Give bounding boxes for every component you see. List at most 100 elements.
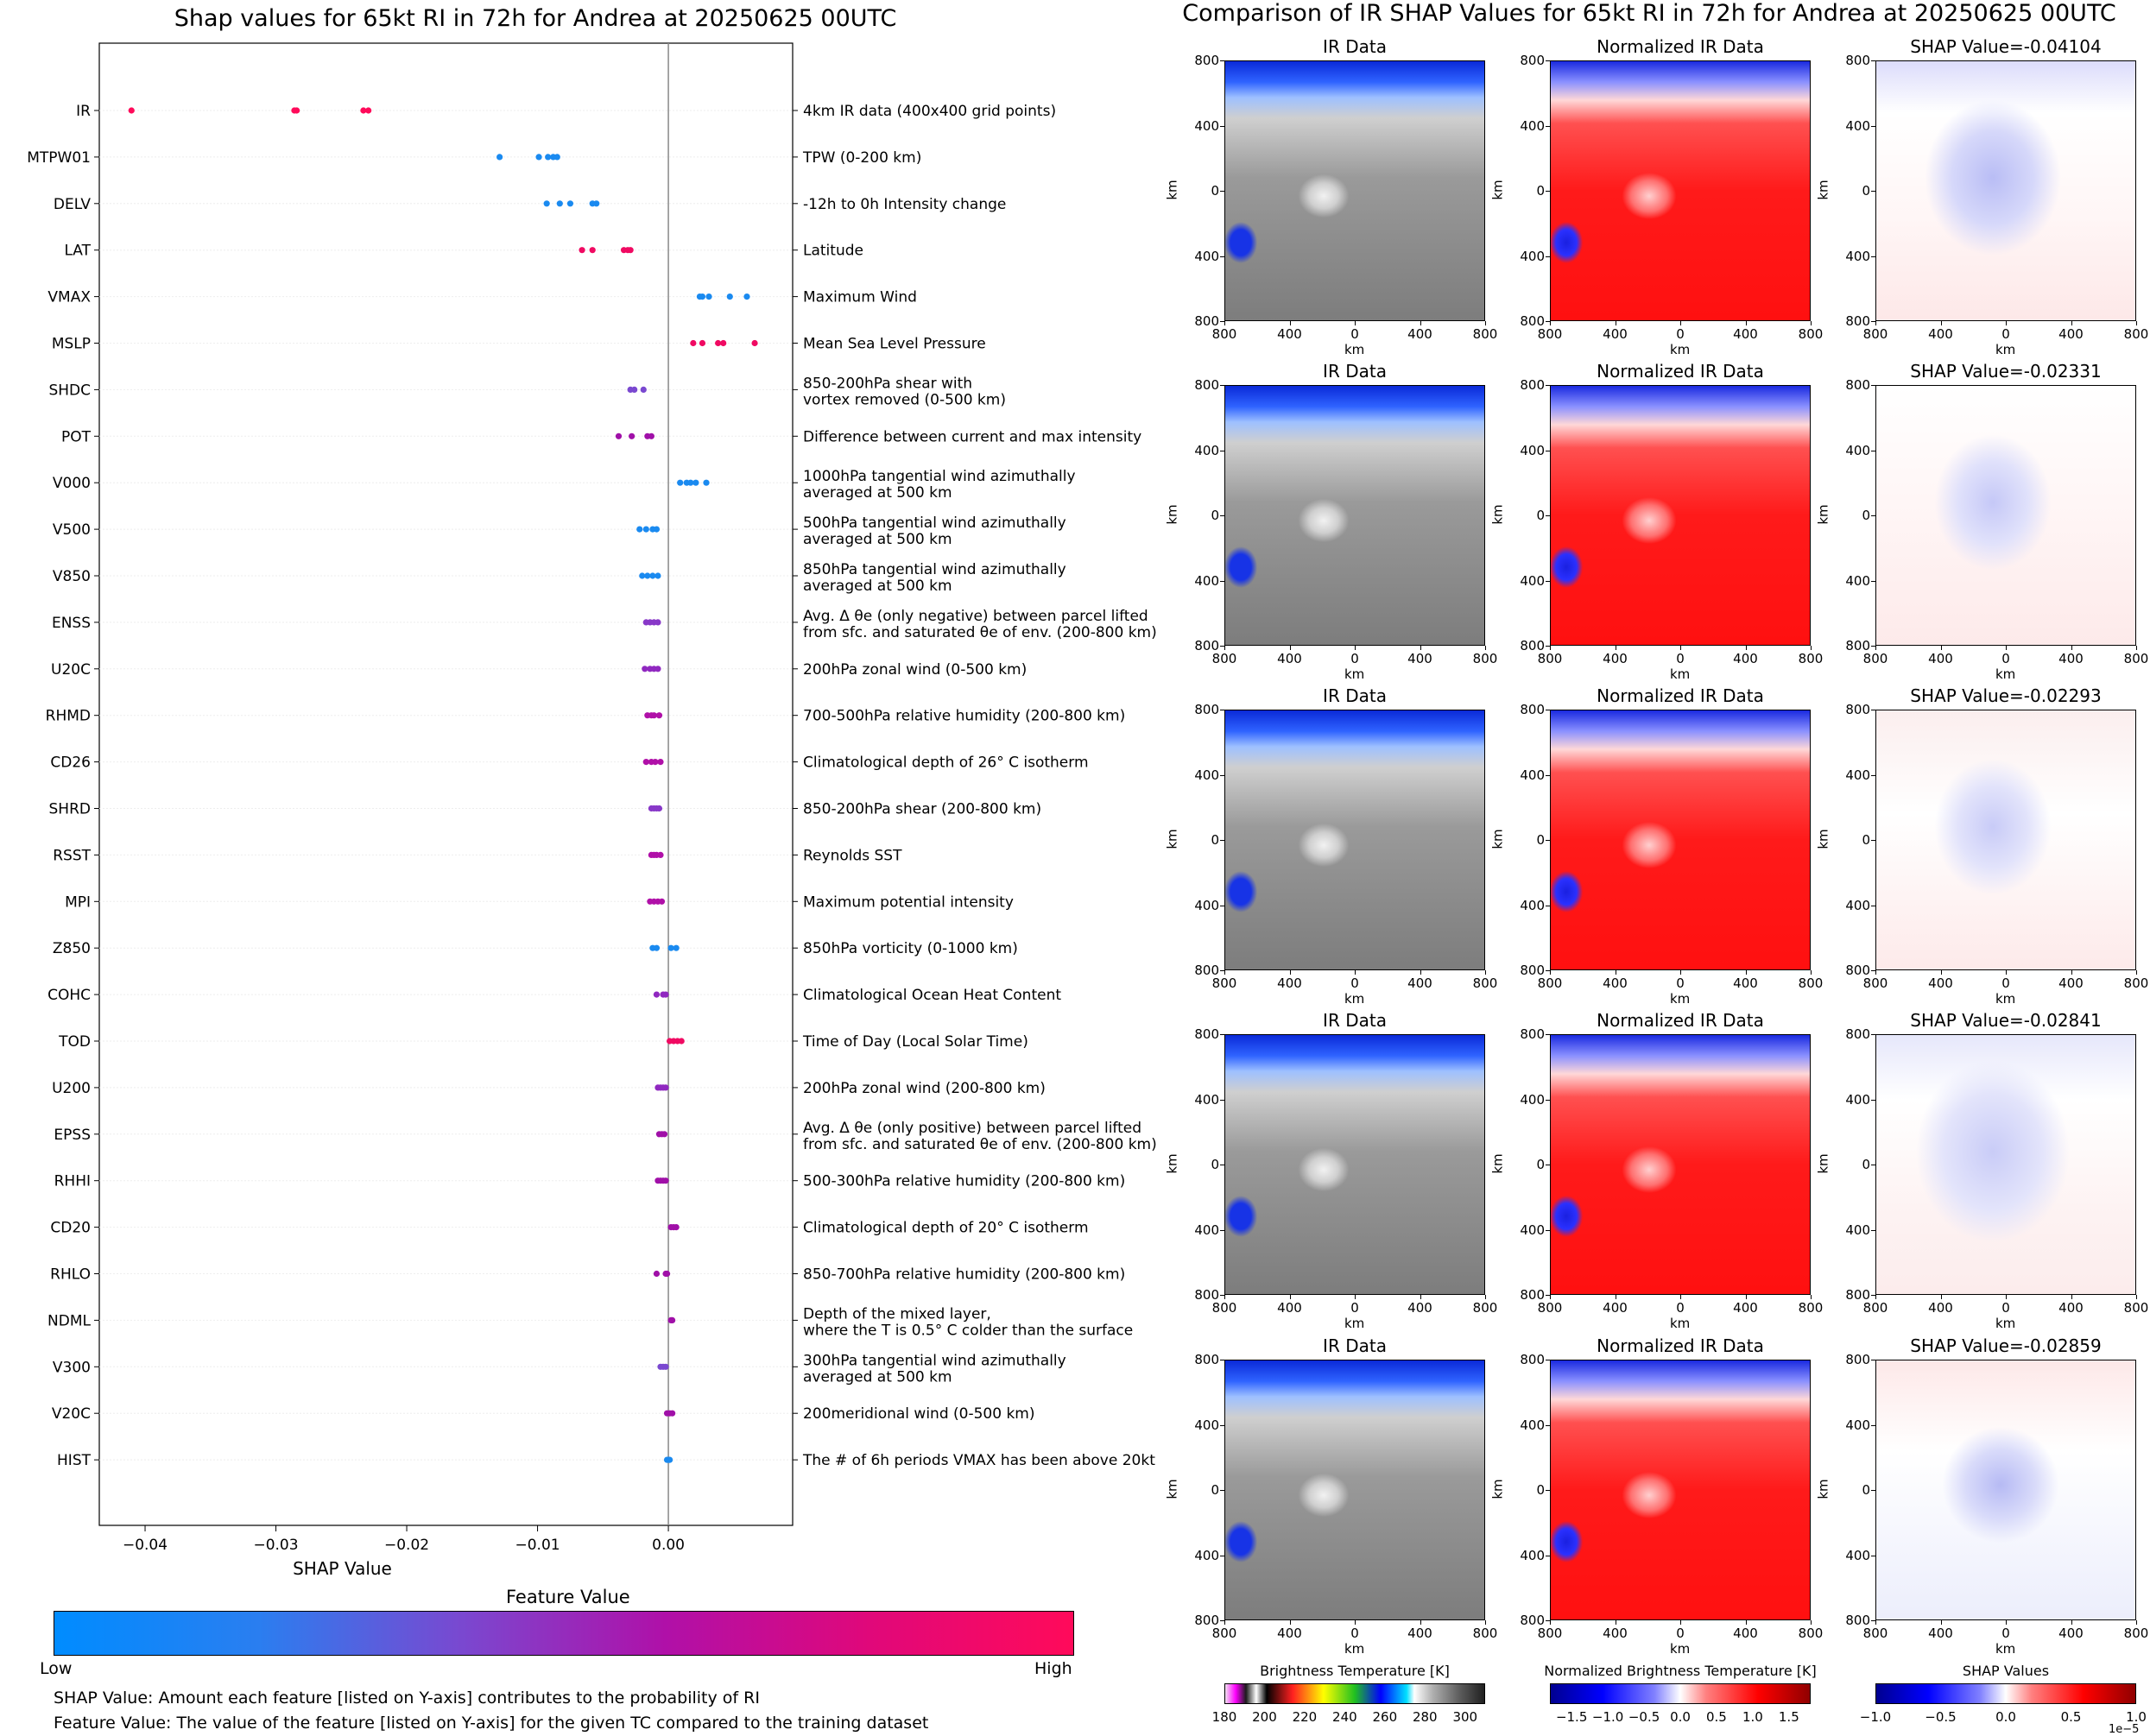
feature-description-tod: Time of Day (Local Solar Time): [802, 1033, 1028, 1051]
feature-description-v20c: 200meridional wind (0-500 km): [803, 1405, 1034, 1423]
shap-point-hist: [666, 1456, 673, 1463]
ir-image: [1224, 60, 1485, 321]
x-tick: [1875, 1295, 1876, 1299]
plot-frame: [98, 42, 794, 1526]
normalized-ir-title: Normalized IR Data: [1597, 36, 1764, 57]
ir-data-title: IR Data: [1323, 361, 1387, 382]
y-tick: [1871, 580, 1875, 582]
colorbar-1: [1550, 1683, 1811, 1704]
y-tick: [1220, 1295, 1224, 1296]
shap-point-tod: [678, 1038, 685, 1045]
y-axis-unit: km: [1489, 1479, 1506, 1499]
y-tick-label: 800: [1194, 1026, 1219, 1042]
y-tick: [1220, 385, 1224, 386]
feature-description-v000: averaged at 500 km: [803, 484, 952, 502]
x-tick-label: 800: [1537, 1300, 1563, 1316]
x-axis-label: SHAP Value: [293, 1558, 392, 1579]
x-tick-label: 400: [1603, 1300, 1628, 1316]
y-tick: [1871, 515, 1875, 516]
y-tick-label: 0: [1862, 508, 1870, 523]
shap-point-v000: [677, 479, 684, 486]
x-tick-label: 400: [1733, 651, 1758, 666]
x-tick: [1289, 970, 1291, 975]
shap-point-ir: [365, 107, 372, 114]
shap-point-v500: [636, 526, 643, 533]
colorbar-tick-label: 0.5: [1706, 1709, 1727, 1725]
left-chart-title: Shap values for 65kt RI in 72h for Andre…: [174, 5, 897, 32]
feature-description-v500: averaged at 500 km: [803, 531, 952, 548]
y-tick-label: 400: [1520, 572, 1545, 589]
x-axis-unit: km: [1995, 342, 2016, 357]
feature-description-rhmd: 700-500hPa relative humidity (200-800 km…: [803, 708, 1125, 725]
normalized-ir-title: Normalized IR Data: [1597, 1335, 1764, 1356]
x-tick: [2006, 321, 2007, 325]
x-tick-label: 800: [1211, 326, 1237, 342]
x-tick-label: 400: [1407, 651, 1432, 666]
y-axis-unit: km: [1164, 1479, 1180, 1499]
colorbar-tick-label: 180: [1211, 1709, 1237, 1725]
feature-label-ir: IR: [76, 103, 91, 120]
y-tick-label: 0: [1211, 832, 1219, 848]
x-tick: [1550, 1620, 1551, 1625]
feature-description-mpi: Maximum potential intensity: [803, 893, 1014, 911]
normalized-ir-image: [1550, 710, 1811, 970]
y-tick-label: 0: [1536, 508, 1545, 523]
shap-point-v500: [653, 526, 661, 533]
x-tick-label: 400: [2058, 651, 2084, 666]
shap-point-shdc: [631, 386, 638, 393]
feature-description-z850: 850hPa vorticity (0-1000 km): [803, 940, 1018, 957]
x-tick-label: 400: [1928, 1626, 1953, 1641]
shap-point-ir: [360, 107, 367, 114]
x-tick: [2071, 970, 2072, 975]
y-axis-unit: km: [1489, 1153, 1506, 1174]
y-tick: [1546, 646, 1550, 647]
colorbar-tick-label: 260: [1372, 1709, 1398, 1725]
y-tick-label: 400: [1194, 1417, 1219, 1433]
shap-point-v300: [662, 1363, 669, 1370]
feature-label-v20c: V20C: [52, 1405, 91, 1423]
y-tick-label: 400: [1845, 767, 1870, 783]
feature-description-v300: averaged at 500 km: [803, 1368, 952, 1386]
feature-label-rsst: RSST: [53, 847, 91, 864]
y-tick-label: 400: [1845, 572, 1870, 589]
x-tick: [2006, 1620, 2007, 1625]
y-tick-label: 400: [1520, 767, 1545, 783]
x-tick-label: 800: [1862, 975, 1888, 991]
feature-label-pot: POT: [61, 428, 92, 445]
y-tick: [1871, 774, 1875, 776]
y-tick: [1220, 1099, 1224, 1101]
colorbar-tick-label: 300: [1452, 1709, 1478, 1725]
feature-label-cd26: CD26: [50, 754, 91, 772]
colorbar-tick-label: −1.5: [1555, 1709, 1588, 1725]
ir-data-title: IR Data: [1323, 1010, 1387, 1031]
x-tick-label: 0: [2001, 975, 2010, 991]
y-axis-unit: km: [1815, 1153, 1831, 1174]
feature-description-rsst: Reynolds SST: [803, 847, 902, 864]
colorbar-tick-label: 240: [1332, 1709, 1357, 1725]
y-tick-label: 800: [1520, 638, 1545, 653]
feature-label-u20c: U20C: [51, 661, 91, 679]
feature-label-rhlo: RHLO: [50, 1266, 91, 1284]
shap-point-cd26: [657, 759, 664, 766]
y-tick-label: 800: [1845, 702, 1870, 717]
y-tick: [1546, 60, 1550, 61]
y-tick: [1220, 515, 1224, 516]
x-tick-label: −0.01: [515, 1537, 560, 1554]
colorbar-0: [1224, 1683, 1485, 1704]
feature-label-mtpw01: MTPW01: [27, 149, 91, 167]
feature-label-z850: Z850: [53, 940, 91, 957]
shap-point-rhlo: [653, 1270, 661, 1278]
x-tick: [1940, 1620, 1942, 1625]
feature-description-shdc: 850-200hPa shear with: [803, 375, 972, 392]
x-axis-unit: km: [1344, 342, 1365, 357]
shap-point-mslp: [720, 339, 727, 347]
x-tick: [1224, 1295, 1225, 1299]
y-tick-label: 400: [1520, 1417, 1545, 1433]
feature-description-cohc: Climatological Ocean Heat Content: [803, 987, 1061, 1004]
x-tick-label: 800: [1211, 1300, 1237, 1316]
shap-point-vmax: [699, 294, 706, 300]
x-axis-unit: km: [1995, 991, 2016, 1007]
y-tick-label: 0: [1211, 508, 1219, 523]
feature-label-lat: LAT: [64, 243, 91, 260]
feature-label-v300: V300: [53, 1359, 91, 1376]
